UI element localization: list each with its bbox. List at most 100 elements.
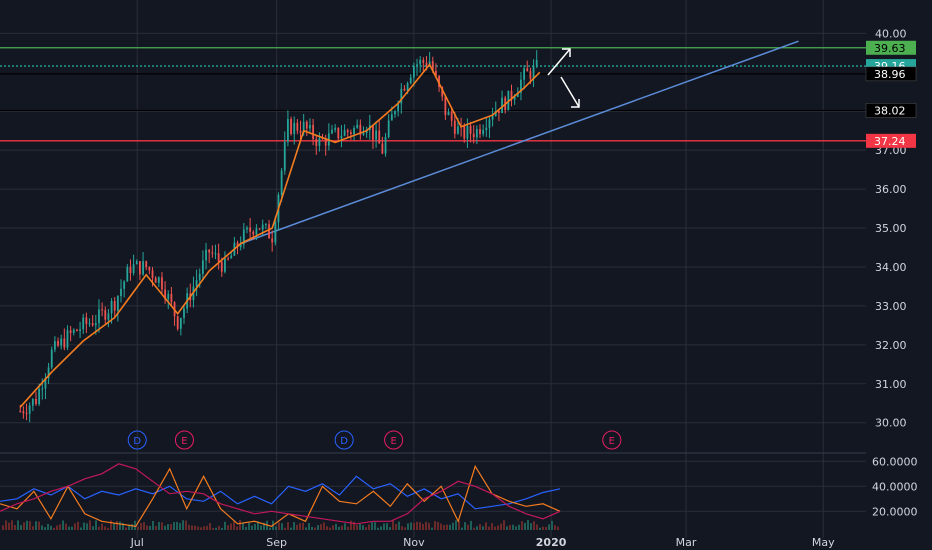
- candle: [66, 325, 69, 351]
- candle-body: [176, 316, 179, 329]
- indicator-volume-bar: [392, 520, 394, 530]
- candle-body: [135, 261, 138, 265]
- indicator-volume-bar: [356, 525, 358, 530]
- indicator-volume-bar: [86, 523, 88, 530]
- indicator-volume-bar: [293, 522, 295, 530]
- indicator-volume-bar: [383, 523, 385, 530]
- indicator-volume-bar: [155, 526, 157, 530]
- indicator-volume-bar: [107, 527, 109, 530]
- candle-body: [208, 249, 211, 253]
- price-label-37-24: 37.24: [866, 133, 916, 148]
- price-tick-label: 34.00: [875, 261, 907, 274]
- indicator-volume-bar: [47, 523, 49, 530]
- candle: [466, 118, 469, 149]
- indicator-volume-bar: [251, 525, 253, 530]
- candle: [283, 131, 286, 175]
- indicator-volume-bar: [131, 523, 133, 530]
- indicator-volume-bar: [281, 523, 283, 530]
- candle-body: [41, 388, 44, 390]
- indicator-volume-bar: [5, 520, 7, 530]
- candle-body: [28, 405, 31, 414]
- candle: [25, 403, 28, 421]
- price-label-box: [866, 133, 916, 148]
- candle: [346, 128, 349, 138]
- candle-body: [469, 125, 472, 134]
- indicator-volume-bar: [302, 522, 304, 530]
- indicator-volume-bar: [53, 527, 55, 530]
- candle-body: [76, 329, 78, 331]
- candle-body: [217, 253, 220, 262]
- candle-body: [450, 111, 453, 121]
- indicator-volume-bar: [317, 525, 319, 530]
- candle: [491, 107, 494, 127]
- candle-body: [416, 64, 418, 67]
- event-label: E: [181, 436, 187, 447]
- candle: [176, 315, 179, 331]
- candle-body: [378, 130, 381, 144]
- trendline: [240, 40, 799, 245]
- candle-body: [205, 249, 207, 261]
- indicator-volume-bar: [362, 525, 364, 530]
- candle: [161, 272, 163, 294]
- price-tick-label: 31.00: [875, 378, 907, 391]
- indicator-volume-bar: [179, 523, 181, 530]
- candle-body: [268, 224, 270, 239]
- indicator-volume-bar: [449, 524, 451, 530]
- candle: [38, 383, 41, 406]
- indicator-volume-bar: [374, 522, 376, 530]
- indicator-volume-bar: [83, 522, 85, 530]
- indicator-volume-bar: [320, 524, 322, 530]
- indicator-volume-bar: [542, 526, 544, 530]
- candle: [236, 240, 239, 255]
- candle-body: [453, 120, 456, 134]
- arrow-annotations: [547, 48, 580, 108]
- candle: [76, 328, 78, 332]
- indicator-volume-bar: [242, 523, 244, 530]
- indicator-volume-bar: [167, 524, 169, 530]
- candle-body: [246, 227, 248, 230]
- indicator-volume-bar: [470, 520, 472, 530]
- candle: [412, 62, 415, 87]
- candle-body: [400, 88, 403, 104]
- event-label: D: [340, 436, 348, 447]
- candle-body: [113, 300, 116, 311]
- indicator-volume-bar: [452, 522, 454, 530]
- candle-body: [321, 138, 324, 140]
- candle-body: [85, 317, 88, 324]
- indicator-volume-bar: [530, 523, 532, 530]
- candle-body: [88, 323, 91, 325]
- indicator-volume-bar: [455, 520, 457, 530]
- indicator-volume-bar: [440, 523, 442, 530]
- candle: [123, 280, 126, 298]
- candle: [378, 120, 381, 144]
- candle-body: [365, 130, 368, 134]
- event-marker-E: E: [174, 430, 194, 450]
- indicator-volume-bar: [521, 521, 523, 530]
- indicator-volume-bar: [524, 522, 526, 530]
- candle: [356, 119, 359, 129]
- candle-body: [236, 242, 239, 248]
- candle-body: [94, 323, 97, 326]
- candle: [154, 276, 157, 283]
- indicator-volume-bar: [56, 525, 58, 530]
- candle: [523, 65, 525, 90]
- indicator-volume-bar: [50, 525, 52, 530]
- indicator-volume-bar: [386, 523, 388, 530]
- candle: [365, 126, 368, 138]
- indicator-volume-bar: [224, 521, 226, 530]
- candle-body: [375, 130, 377, 140]
- indicator-volume-bar: [239, 520, 241, 530]
- indicator-volume-bar: [137, 526, 139, 530]
- candle-body: [230, 255, 233, 259]
- indicator-volume-bar: [164, 525, 166, 530]
- indicator-volume-bar: [338, 526, 340, 530]
- indicator-volume-bar: [359, 523, 361, 530]
- candle-body: [258, 228, 261, 230]
- candle: [50, 346, 53, 370]
- indicator-volume-bar: [401, 526, 403, 530]
- candle: [372, 125, 374, 149]
- candle-body: [419, 59, 422, 65]
- candle-body: [66, 330, 69, 348]
- candle: [116, 295, 119, 322]
